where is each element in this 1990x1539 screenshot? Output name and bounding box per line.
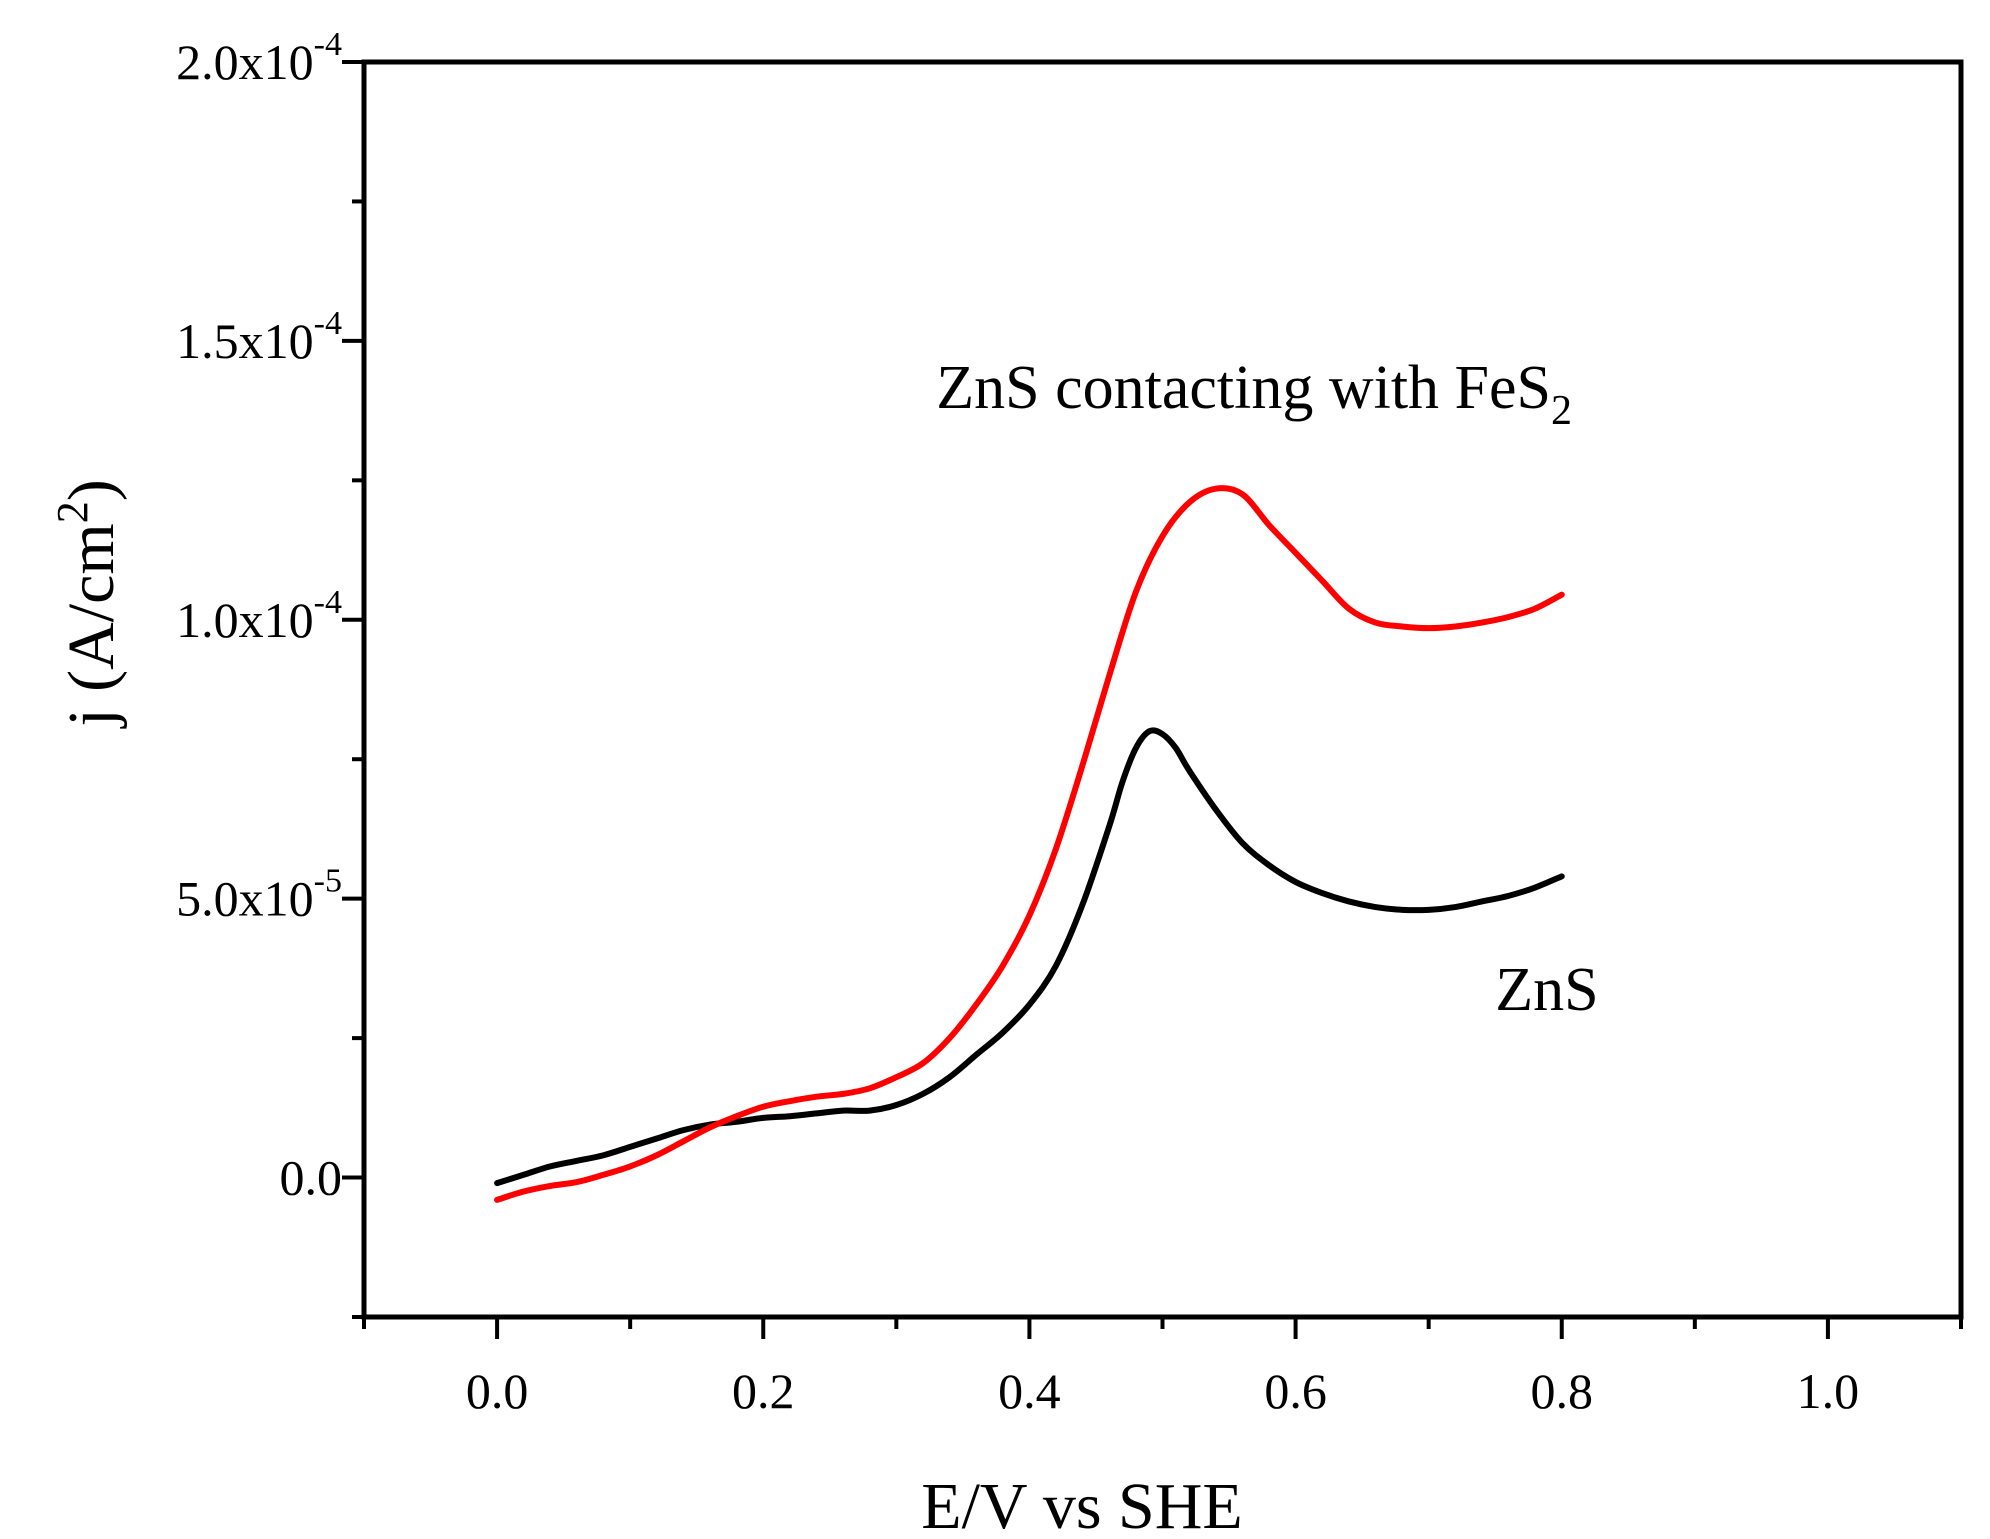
y-tick-label: 5.0x10-5: [176, 863, 342, 927]
y-tick-label: 1.5x10-4: [176, 305, 342, 369]
x-tick-label: 0.4: [998, 1363, 1061, 1419]
y-axis-title-sup: 2: [48, 501, 97, 523]
y-tick-exponent: -5: [314, 863, 342, 900]
series-line-zns: [494, 727, 1565, 1187]
x-tick-label: 0.2: [732, 1363, 795, 1419]
x-tick-label: 0.8: [1531, 1363, 1594, 1419]
series-label-zns: ZnS: [1495, 956, 1598, 1024]
series-label-subscript: 2: [1551, 388, 1572, 434]
y-tick-mantissa: 5.0x10: [176, 871, 314, 927]
series-layer: [494, 485, 1565, 1203]
x-tick-label: 0.6: [1264, 1363, 1327, 1419]
plot-frame: [361, 59, 1964, 1320]
series-line-zns-fes2: [494, 485, 1565, 1203]
x-tick-label: 1.0: [1797, 1363, 1860, 1419]
y-axis-title: j (A/cm2): [48, 479, 128, 728]
y-tick-mantissa: 1.5x10: [176, 313, 314, 369]
y-tick-mantissa: 2.0x10: [176, 34, 314, 90]
y-axis-title-tail: ): [55, 479, 128, 501]
series-label-main: ZnS contacting with FeS: [936, 354, 1551, 422]
axis-ticks: [342, 60, 1963, 1339]
y-tick-exponent: -4: [314, 26, 342, 63]
x-tick-label: 0.0: [466, 1363, 529, 1419]
y-tick-exponent: -4: [314, 584, 342, 621]
series-label-zns-fes2: ZnS contacting with FeS2: [936, 354, 1572, 434]
y-tick-exponent: -4: [314, 305, 342, 342]
series-label-main: ZnS: [1495, 956, 1598, 1024]
y-tick-mantissa: 0.0: [280, 1150, 343, 1206]
y-tick-mantissa: 1.0x10: [176, 592, 314, 648]
y-tick-label: 2.0x10-4: [176, 26, 342, 90]
y-tick-label: 0.0: [280, 1150, 343, 1206]
y-axis-title-main: j (A/cm: [55, 523, 128, 728]
y-tick-labels: 0.05.0x10-51.0x10-41.5x10-42.0x10-4: [176, 26, 342, 1206]
y-tick-label: 1.0x10-4: [176, 584, 342, 648]
x-axis-title: E/V vs SHE: [921, 1470, 1243, 1539]
series-labels: ZnS ZnS contacting with FeS2: [936, 354, 1598, 1024]
x-tick-labels: 0.0 0.2 0.4 0.6 0.8 1.0: [466, 1363, 1859, 1419]
